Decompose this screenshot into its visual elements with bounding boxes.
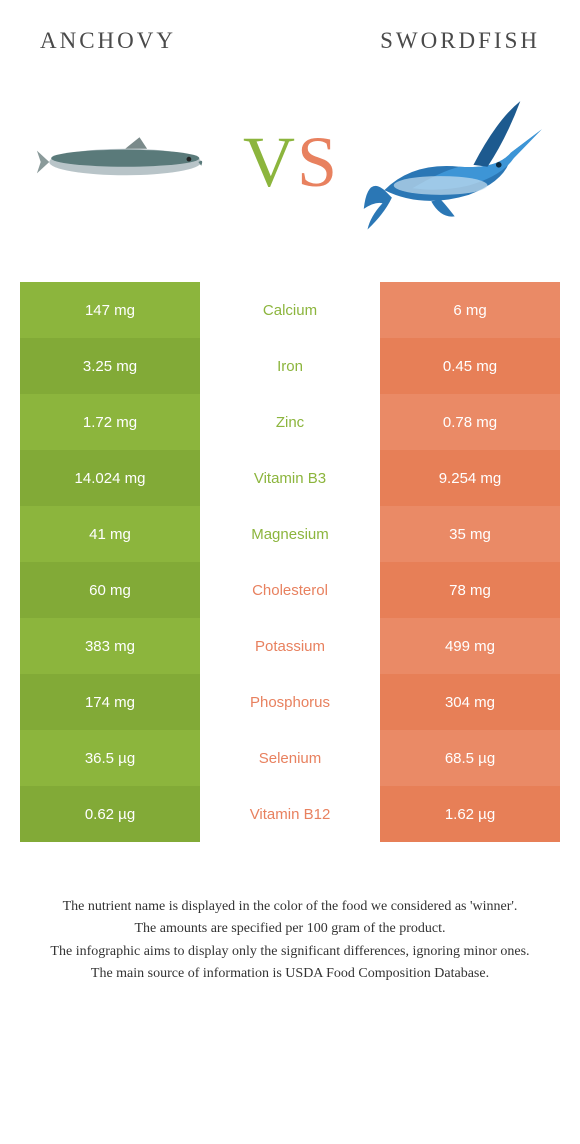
table-row: 383 mgPotassium499 mg	[20, 618, 560, 674]
nutrient-label: Potassium	[200, 618, 380, 674]
value-left: 3.25 mg	[20, 338, 200, 394]
table-row: 3.25 mgIron0.45 mg	[20, 338, 560, 394]
value-left: 1.72 mg	[20, 394, 200, 450]
title-left: Anchovy	[40, 28, 176, 54]
table-row: 14.024 mgVitamin B39.254 mg	[20, 450, 560, 506]
nutrient-label: Vitamin B12	[200, 786, 380, 842]
vs-v: V	[243, 121, 295, 204]
value-right: 6 mg	[380, 282, 560, 338]
anchovy-icon	[35, 122, 225, 202]
value-right: 499 mg	[380, 618, 560, 674]
value-left: 383 mg	[20, 618, 200, 674]
nutrient-label: Vitamin B3	[200, 450, 380, 506]
anchovy-image	[30, 87, 230, 237]
value-right: 0.45 mg	[380, 338, 560, 394]
table-row: 60 mgCholesterol78 mg	[20, 562, 560, 618]
nutrient-label: Cholesterol	[200, 562, 380, 618]
nutrient-table: 147 mgCalcium6 mg3.25 mgIron0.45 mg1.72 …	[20, 282, 560, 842]
title-right: Swordfish	[380, 28, 540, 54]
footnote-line: The nutrient name is displayed in the co…	[40, 897, 540, 917]
value-right: 78 mg	[380, 562, 560, 618]
swordfish-icon	[355, 87, 545, 237]
value-right: 68.5 µg	[380, 730, 560, 786]
infographic-container: Anchovy Swordfish VS	[0, 0, 580, 1006]
value-right: 304 mg	[380, 674, 560, 730]
footnotes: The nutrient name is displayed in the co…	[20, 897, 560, 984]
hero-row: VS	[20, 72, 560, 252]
value-right: 9.254 mg	[380, 450, 560, 506]
table-row: 36.5 µgSelenium68.5 µg	[20, 730, 560, 786]
table-row: 41 mgMagnesium35 mg	[20, 506, 560, 562]
table-row: 0.62 µgVitamin B121.62 µg	[20, 786, 560, 842]
footnote-line: The main source of information is USDA F…	[40, 964, 540, 984]
vs-label: VS	[243, 121, 337, 204]
swordfish-image	[350, 87, 550, 237]
table-row: 147 mgCalcium6 mg	[20, 282, 560, 338]
vs-s: S	[297, 121, 337, 204]
value-left: 36.5 µg	[20, 730, 200, 786]
nutrient-label: Phosphorus	[200, 674, 380, 730]
value-right: 0.78 mg	[380, 394, 560, 450]
value-left: 0.62 µg	[20, 786, 200, 842]
titles-row: Anchovy Swordfish	[20, 20, 560, 72]
value-right: 1.62 µg	[380, 786, 560, 842]
nutrient-label: Calcium	[200, 282, 380, 338]
footnote-line: The amounts are specified per 100 gram o…	[40, 919, 540, 939]
nutrient-label: Iron	[200, 338, 380, 394]
value-left: 41 mg	[20, 506, 200, 562]
nutrient-label: Selenium	[200, 730, 380, 786]
value-left: 147 mg	[20, 282, 200, 338]
value-right: 35 mg	[380, 506, 560, 562]
value-left: 14.024 mg	[20, 450, 200, 506]
table-row: 1.72 mgZinc0.78 mg	[20, 394, 560, 450]
nutrient-label: Magnesium	[200, 506, 380, 562]
nutrient-label: Zinc	[200, 394, 380, 450]
value-left: 60 mg	[20, 562, 200, 618]
table-row: 174 mgPhosphorus304 mg	[20, 674, 560, 730]
footnote-line: The infographic aims to display only the…	[40, 942, 540, 962]
value-left: 174 mg	[20, 674, 200, 730]
